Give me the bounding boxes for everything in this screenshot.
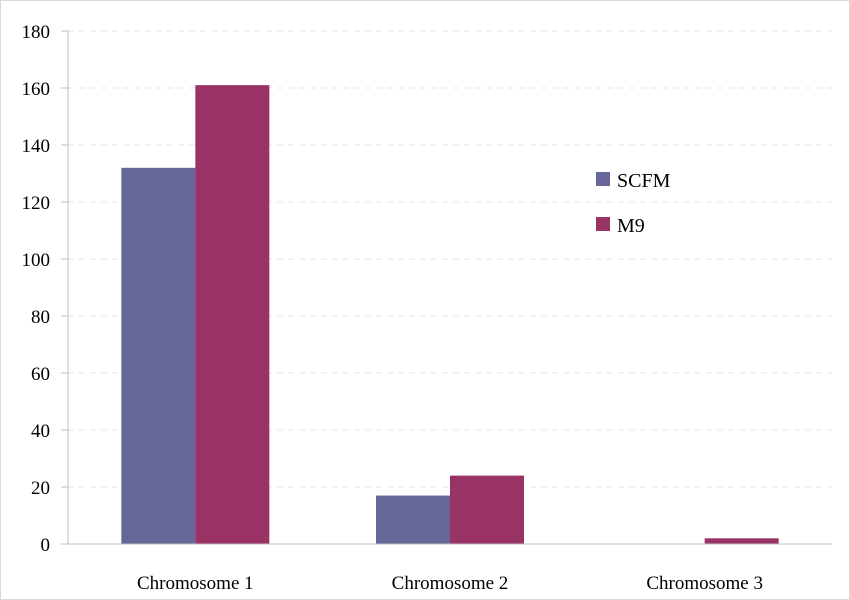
y-tick-label: 40 xyxy=(31,421,50,442)
bars xyxy=(121,85,779,545)
bar-m9-chromosome-2 xyxy=(450,475,524,544)
bar-m9-chromosome-3 xyxy=(704,538,779,544)
legend-swatch-scfm xyxy=(596,172,610,186)
legend: SCFM M9 xyxy=(596,170,671,237)
y-tick-label: 140 xyxy=(22,136,51,157)
bar-m9-chromosome-1 xyxy=(195,85,270,545)
y-tick-label: 60 xyxy=(31,364,50,385)
y-tick-label: 160 xyxy=(22,79,51,100)
y-tick-label: 100 xyxy=(22,250,51,271)
y-tick-label: 180 xyxy=(22,22,51,43)
legend-swatch-m9 xyxy=(596,217,610,231)
x-category-label: Chromosome 2 xyxy=(392,573,509,594)
x-category-label: Chromosome 3 xyxy=(646,573,763,594)
y-tick-label: 20 xyxy=(31,478,50,499)
legend-label-scfm: SCFM xyxy=(617,170,671,192)
bar-scfm-chromosome-2 xyxy=(376,495,450,544)
axes: 0 20 40 60 80 100 120 140 160 180 Chromosome 1 Chro… xyxy=(22,22,832,594)
x-category-label: Chromosome 1 xyxy=(137,573,254,594)
y-tick-label: 80 xyxy=(31,307,50,328)
legend-label-m9: M9 xyxy=(617,215,645,237)
y-tick-label: 120 xyxy=(22,193,51,214)
y-tick-label: 0 xyxy=(41,535,51,556)
bar-scfm-chromosome-1 xyxy=(121,167,196,545)
